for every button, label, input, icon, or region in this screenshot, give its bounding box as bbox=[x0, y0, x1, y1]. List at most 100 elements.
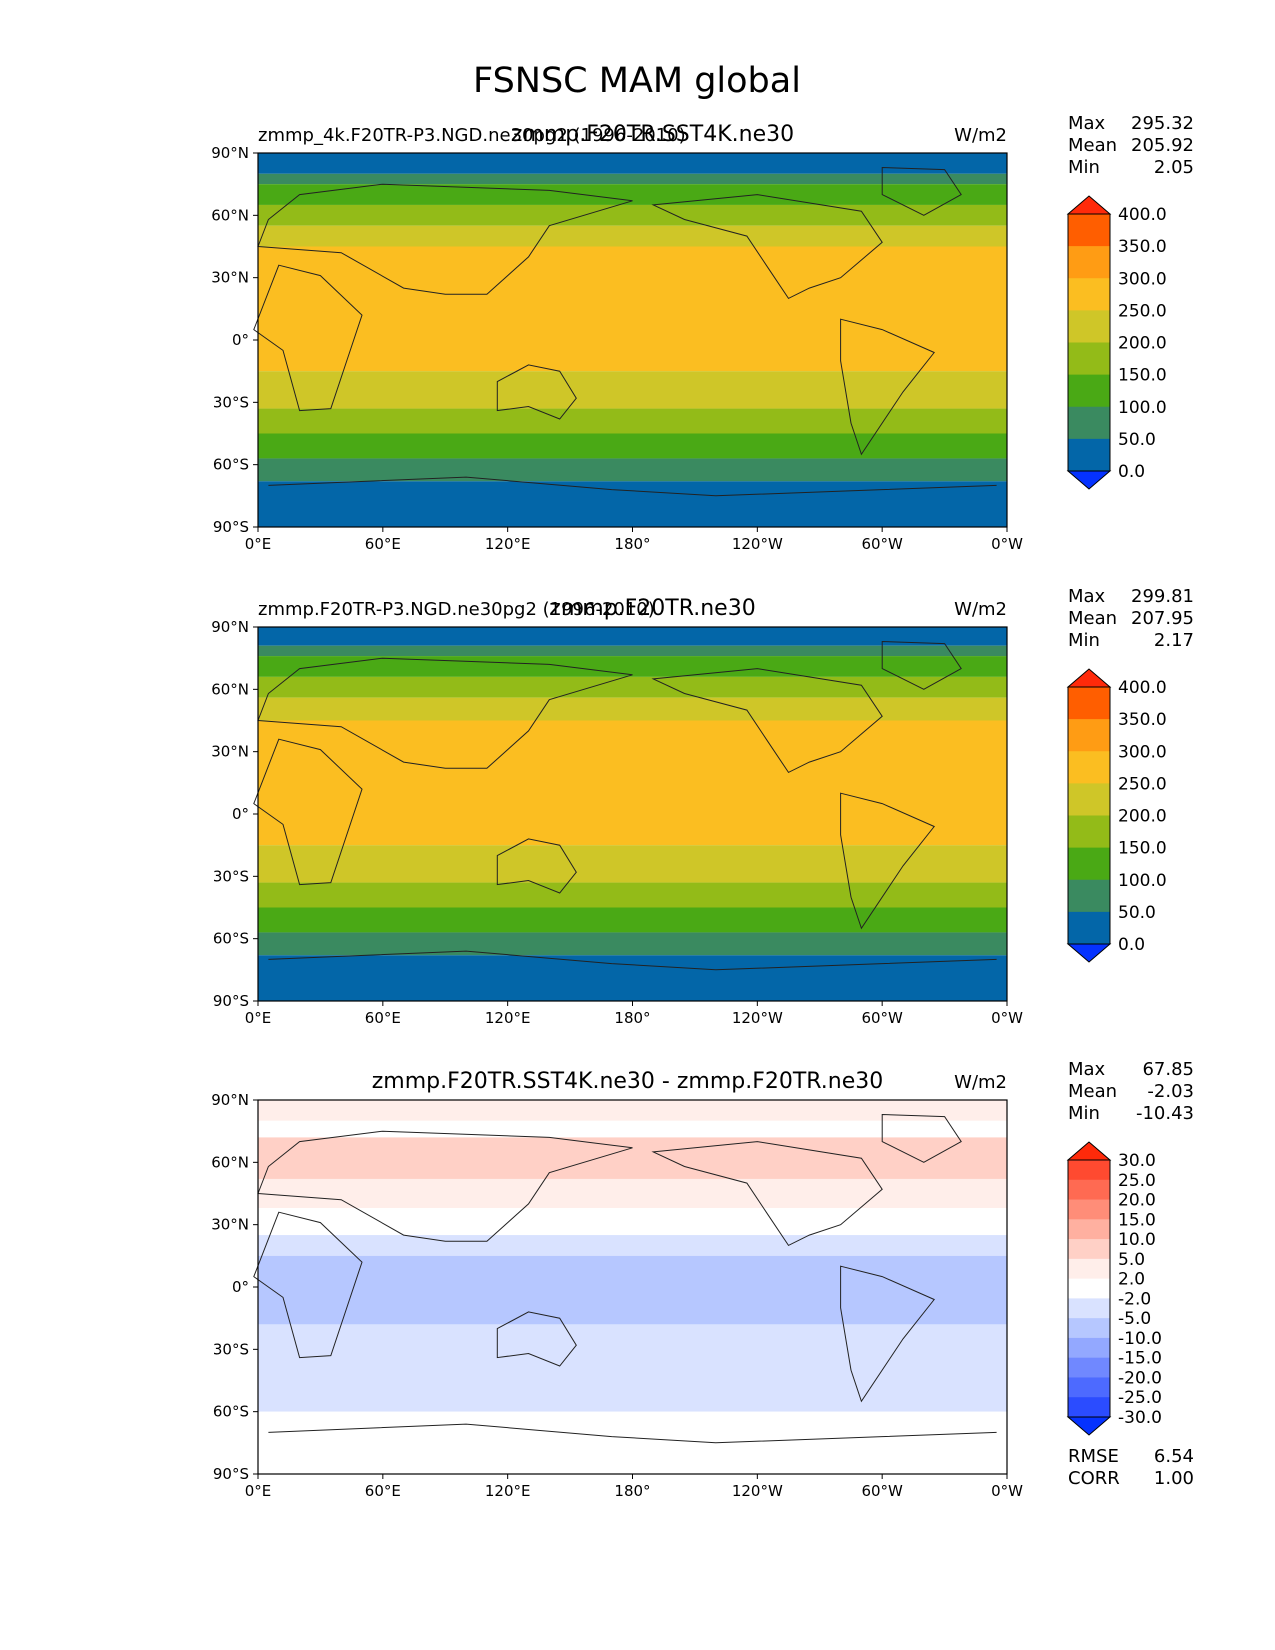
coastline-shape bbox=[881, 166, 962, 216]
coastline-shape bbox=[257, 1130, 633, 1242]
stat-label-max: Max bbox=[1068, 586, 1106, 607]
coastline-shape bbox=[268, 1423, 997, 1444]
stat-value-min: 2.17 bbox=[1154, 630, 1194, 651]
colorbar-segment bbox=[1068, 1179, 1110, 1201]
colorbar-segment bbox=[1068, 438, 1110, 472]
colorbar-segment bbox=[1068, 1258, 1110, 1280]
colorbar-extend-min bbox=[1066, 943, 1112, 963]
colorbar-segment bbox=[1068, 815, 1110, 849]
colorbar-tick-label: -30.0 bbox=[1118, 1408, 1162, 1428]
colorbar-frame bbox=[1067, 213, 1111, 472]
panel-title: zmmp.F20TR.SST4K.ne30 - zmmp.F20TR.ne30 bbox=[372, 1069, 884, 1094]
colorbar-tick-label: 20.0 bbox=[1118, 1191, 1156, 1211]
coastline-shape bbox=[253, 264, 363, 412]
stat-label-mean: Mean bbox=[1068, 608, 1117, 629]
stat-value-max: 299.81 bbox=[1131, 586, 1194, 607]
lat-tick-label: 0° bbox=[232, 805, 249, 823]
stat-label-corr: CORR bbox=[1068, 1468, 1120, 1489]
map-panel-2: 0°E 60°E 120°E 180° 120°W 60°W 0°W 90°N 60°N 30°N… bbox=[211, 586, 1194, 1027]
stat-value-max: 67.85 bbox=[1142, 1059, 1194, 1080]
coastline-shape bbox=[651, 1141, 883, 1247]
colorbar-tick-label: 250.0 bbox=[1118, 774, 1167, 794]
zonal-band-10 bbox=[258, 458, 1007, 482]
colorbar-extend-max bbox=[1066, 668, 1112, 688]
panel-left-title: zmmp_4k.F20TR-P3.NGD.ne30pg2 (1996-2010) bbox=[258, 125, 686, 146]
zonal-band-5 bbox=[258, 697, 1007, 721]
zonal-band-1 bbox=[258, 627, 1007, 646]
stat-value-min: 2.05 bbox=[1154, 157, 1194, 178]
colorbar-segment bbox=[1068, 1357, 1110, 1378]
zonal-band-8 bbox=[258, 882, 1007, 908]
lat-tick-label: 60°N bbox=[211, 1153, 249, 1171]
colorbar-segment bbox=[1068, 1318, 1110, 1339]
zonal-band-6 bbox=[258, 246, 1007, 372]
colorbar-segment bbox=[1068, 687, 1110, 720]
colorbar-tick-label: -15.0 bbox=[1118, 1349, 1162, 1369]
colorbar-segment bbox=[1068, 1199, 1110, 1220]
colorbar-tick-label: 50.0 bbox=[1118, 903, 1156, 923]
coastline-shape bbox=[253, 738, 363, 886]
lat-tick-label: 90°S bbox=[213, 1465, 249, 1483]
zonal-band-3 bbox=[258, 184, 1007, 205]
colorbar-tick-label: 150.0 bbox=[1118, 839, 1167, 859]
colorbar-segment bbox=[1068, 406, 1110, 440]
colorbar-tick-label: 300.0 bbox=[1118, 742, 1167, 762]
zonal-band-6 bbox=[258, 1235, 1007, 1256]
colorbar-tick-label: 350.0 bbox=[1118, 710, 1167, 730]
colorbar-frame bbox=[1067, 686, 1111, 945]
zonal-band-11 bbox=[258, 955, 1007, 1001]
colorbar-tick-label: 15.0 bbox=[1118, 1210, 1156, 1230]
zonal-band-8 bbox=[258, 408, 1007, 434]
colorbar-segment bbox=[1068, 879, 1110, 913]
lat-tick-label: 30°N bbox=[211, 269, 249, 287]
colorbar-tick-label: 300.0 bbox=[1118, 269, 1167, 289]
stat-value-max: 295.32 bbox=[1131, 113, 1194, 134]
lat-tick-label: 30°N bbox=[211, 1216, 249, 1234]
zonal-band-4 bbox=[258, 1178, 1007, 1209]
coastlines-2 bbox=[253, 640, 997, 971]
stat-value-corr: 1.00 bbox=[1154, 1468, 1194, 1489]
colorbar-tick-label: 0.0 bbox=[1118, 462, 1145, 482]
lon-tick-label: 120°W bbox=[732, 1009, 783, 1027]
zonal-band-7 bbox=[258, 371, 1007, 409]
colorbar-tick-label: -20.0 bbox=[1118, 1368, 1162, 1388]
stat-label-min: Min bbox=[1068, 1103, 1100, 1124]
colorbar-frame bbox=[1067, 1159, 1111, 1418]
colorbar-segment bbox=[1068, 911, 1110, 945]
colorbar-tick-label: 100.0 bbox=[1118, 871, 1167, 891]
zonal-band-4 bbox=[258, 676, 1007, 698]
lon-tick-label: 120°E bbox=[485, 1482, 531, 1500]
lon-tick-label: 180° bbox=[614, 1009, 650, 1027]
colorbar-segment bbox=[1068, 1278, 1110, 1299]
panel-units: W/m2 bbox=[954, 1072, 1007, 1093]
zonal-band-7 bbox=[258, 845, 1007, 883]
zonal-band-2 bbox=[258, 1120, 1007, 1138]
lon-tick-label: 0°W bbox=[991, 1009, 1023, 1027]
zonal-band-10 bbox=[258, 932, 1007, 956]
coastline-shape bbox=[651, 668, 883, 774]
lat-tick-label: 60°N bbox=[211, 680, 249, 698]
lat-tick-label: 30°S bbox=[213, 1340, 249, 1358]
lat-tick-label: 90°N bbox=[211, 1091, 249, 1109]
zonal-band-7 bbox=[258, 1255, 1007, 1325]
lat-tick-label: 90°S bbox=[213, 992, 249, 1010]
colorbar-tick-label: 350.0 bbox=[1118, 237, 1167, 257]
lon-tick-label: 0°W bbox=[991, 535, 1023, 553]
stat-value-min: -10.43 bbox=[1136, 1103, 1194, 1124]
colorbar-tick-label: 100.0 bbox=[1118, 398, 1167, 418]
colorbar-segment bbox=[1068, 374, 1110, 408]
colorbar-segment bbox=[1068, 1160, 1110, 1181]
colorbar-segment bbox=[1068, 719, 1110, 752]
coastline-shape bbox=[257, 657, 633, 769]
lon-tick-label: 180° bbox=[614, 1482, 650, 1500]
colorbar-extend-min bbox=[1066, 1416, 1112, 1436]
lat-tick-label: 90°N bbox=[211, 144, 249, 162]
colorbar-segment bbox=[1068, 342, 1110, 376]
colorbar-1: 400.0 350.0 300.0 250.0 200.0 150.0 100.0 50.0 0… bbox=[1066, 195, 1167, 490]
zonal-band-5 bbox=[258, 225, 1007, 247]
stat-value-mean: -2.03 bbox=[1147, 1081, 1194, 1102]
colorbar-segment bbox=[1068, 1337, 1110, 1359]
lat-tick-label: 30°S bbox=[213, 393, 249, 411]
lat-tick-label: 60°S bbox=[213, 1403, 249, 1421]
